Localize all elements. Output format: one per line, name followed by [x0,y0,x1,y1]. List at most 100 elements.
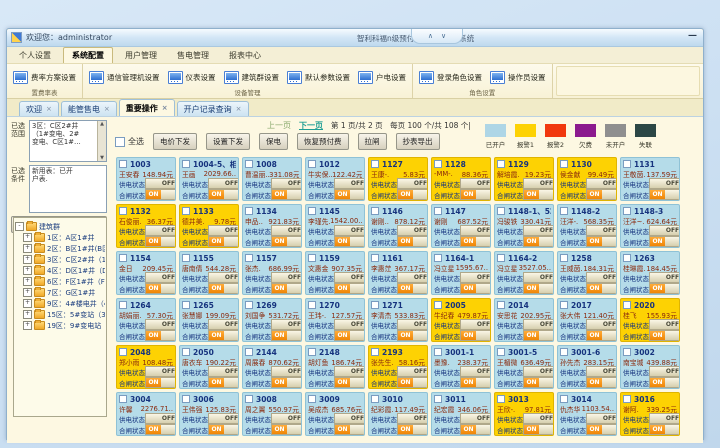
gate-status-toggle[interactable]: ON· [145,189,175,200]
room-checkbox[interactable] [560,395,568,403]
supply-status-toggle[interactable]: ·OFF [460,225,490,236]
room-checkbox[interactable] [245,395,253,403]
gate-status-toggle[interactable]: ON· [523,330,553,341]
gate-status-toggle[interactable]: ON· [145,377,175,388]
room-checkbox[interactable] [182,160,190,168]
gate-status-toggle[interactable]: ON· [649,283,679,294]
gate-status-toggle[interactable]: ON· [208,424,238,435]
room-checkbox[interactable] [308,207,316,215]
supply-status-toggle[interactable]: ·OFF [208,178,238,189]
supply-status-toggle[interactable]: ·OFF [334,225,364,236]
room-checkbox[interactable] [497,160,505,168]
doc-tab-能管售电[interactable]: 能管售电 × [60,101,117,116]
menu-tab-系统配置[interactable]: 系统配置 [63,47,113,63]
room-checkbox[interactable] [308,395,316,403]
gate-status-toggle[interactable]: ON· [334,283,364,294]
room-checkbox[interactable] [119,207,127,215]
supply-status-toggle[interactable]: ·OFF [271,178,301,189]
expand-icon[interactable]: + [23,288,32,297]
room-checkbox[interactable] [560,160,568,168]
expand-icon[interactable]: + [23,266,32,275]
supply-status-toggle[interactable]: ·OFF [523,225,553,236]
gate-status-toggle[interactable]: ON· [271,330,301,341]
gate-status-toggle[interactable]: ON· [271,377,301,388]
gate-status-toggle[interactable]: ON· [460,424,490,435]
supply-status-toggle[interactable]: ·OFF [208,272,238,283]
menu-tab-售电管理[interactable]: 售电管理 [177,51,209,60]
supply-status-toggle[interactable]: ·OFF [397,272,427,283]
gate-status-toggle[interactable]: ON· [649,377,679,388]
tree-item[interactable]: +9区：4#楼电井（4#楼 [15,298,105,309]
tree-item[interactable]: +7区：G区1#井 [15,287,105,298]
toolbar-button-恢复预付费[interactable]: 恢复预付费 [297,133,349,150]
room-checkbox[interactable] [371,207,379,215]
supply-status-toggle[interactable]: ·OFF [586,178,616,189]
room-checkbox[interactable] [371,301,379,309]
expand-icon[interactable]: + [23,255,32,264]
gate-status-toggle[interactable]: ON· [145,236,175,247]
selected-cond-listbox[interactable]: 新用表：已开 户表. [29,165,107,213]
toolbar-button-设置下发[interactable]: 设置下发 [206,133,250,150]
supply-status-toggle[interactable]: ·OFF [649,272,679,283]
room-checkbox[interactable] [182,254,190,262]
room-checkbox[interactable] [497,348,505,356]
gate-status-toggle[interactable]: ON· [145,283,175,294]
room-checkbox[interactable] [434,395,442,403]
collapse-up-icon[interactable]: ∧ [427,32,433,40]
tree-item[interactable]: +2区：B区1#井(B区1#) [15,243,105,254]
toolbar-button-保电[interactable]: 保电 [259,133,288,150]
supply-status-toggle[interactable]: ·OFF [145,178,175,189]
room-checkbox[interactable] [119,254,127,262]
gate-status-toggle[interactable]: ON· [586,377,616,388]
supply-status-toggle[interactable]: ·OFF [586,319,616,330]
room-checkbox[interactable] [623,348,631,356]
supply-status-toggle[interactable]: ·OFF [649,413,679,424]
expand-icon[interactable]: + [23,321,32,330]
doc-tab-开户记录查询[interactable]: 开户记录查询 × [176,101,249,116]
expand-icon[interactable]: + [23,299,32,308]
supply-status-toggle[interactable]: ·OFF [523,413,553,424]
gate-status-toggle[interactable]: ON· [334,330,364,341]
room-checkbox[interactable] [434,348,442,356]
room-checkbox[interactable] [434,301,442,309]
supply-status-toggle[interactable]: ·OFF [523,272,553,283]
ribbon-button-费率方案设置[interactable]: 费率方案设置 [13,70,76,84]
gate-status-toggle[interactable]: ON· [208,189,238,200]
room-checkbox[interactable] [308,301,316,309]
gate-status-toggle[interactable]: ON· [271,424,301,435]
scroll-down-icon[interactable]: ▼ [100,155,104,161]
gate-status-toggle[interactable]: ON· [649,330,679,341]
supply-status-toggle[interactable]: ·OFF [145,272,175,283]
gate-status-toggle[interactable]: ON· [460,283,490,294]
gate-status-toggle[interactable]: ON· [460,236,490,247]
gate-status-toggle[interactable]: ON· [397,330,427,341]
gate-status-toggle[interactable]: ON· [523,424,553,435]
gate-status-toggle[interactable]: ON· [145,330,175,341]
supply-status-toggle[interactable]: ·OFF [334,366,364,377]
gate-status-toggle[interactable]: ON· [460,377,490,388]
supply-status-toggle[interactable]: ·OFF [208,319,238,330]
supply-status-toggle[interactable]: ·OFF [145,319,175,330]
room-checkbox[interactable] [371,395,379,403]
menu-tab-报表中心[interactable]: 报表中心 [229,51,261,60]
room-checkbox[interactable] [560,207,568,215]
room-checkbox[interactable] [497,395,505,403]
